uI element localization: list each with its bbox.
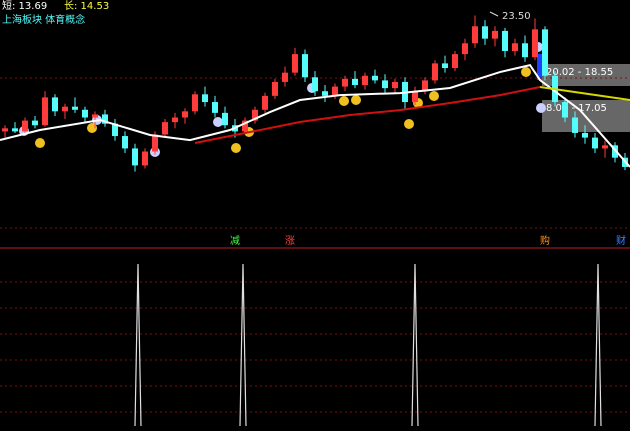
candle-body bbox=[392, 81, 398, 89]
candle-body bbox=[52, 97, 58, 112]
candle-body bbox=[562, 102, 568, 118]
candle-body bbox=[352, 78, 358, 86]
candle-body bbox=[382, 80, 388, 89]
candle-body bbox=[312, 77, 318, 92]
candle-body bbox=[572, 117, 578, 133]
candle-body bbox=[502, 30, 508, 52]
panel-grid bbox=[0, 77, 630, 413]
candle-body bbox=[22, 120, 28, 132]
candle-body bbox=[472, 26, 478, 44]
candle-body bbox=[442, 63, 448, 69]
candle-body bbox=[482, 26, 488, 39]
candle-body bbox=[72, 106, 78, 110]
candle-body bbox=[372, 75, 378, 81]
signal-spike bbox=[411, 263, 419, 427]
candle-body bbox=[192, 94, 198, 112]
moving-average bbox=[539, 86, 630, 102]
marker-bar bbox=[537, 54, 542, 80]
signal-label: 减 bbox=[230, 235, 240, 247]
moving-average bbox=[194, 86, 541, 144]
signal-label: 财 bbox=[616, 234, 626, 247]
candle-body bbox=[522, 43, 528, 58]
candle-body bbox=[112, 123, 118, 137]
long-label: 长: 14.53 bbox=[64, 0, 109, 12]
candle-body bbox=[422, 80, 428, 92]
candle-body bbox=[122, 136, 128, 149]
candle-body bbox=[12, 128, 18, 132]
candle-body bbox=[592, 137, 598, 149]
candle-body bbox=[332, 86, 338, 96]
sector-label: 上海板块 体育概念 bbox=[2, 13, 85, 26]
candle-body bbox=[432, 63, 438, 81]
candle-body bbox=[2, 128, 8, 132]
candle-body bbox=[582, 132, 588, 138]
signal-spike bbox=[134, 263, 142, 427]
range-label: 20.02 - 18.55 bbox=[546, 67, 613, 78]
candle-body bbox=[182, 111, 188, 118]
moving-average bbox=[0, 63, 630, 168]
range-box bbox=[542, 64, 630, 86]
candle-body bbox=[302, 54, 308, 78]
candle-body bbox=[242, 120, 248, 132]
candle-body bbox=[132, 148, 138, 166]
candle-body bbox=[222, 112, 228, 126]
candle-body bbox=[62, 106, 68, 112]
candle-body bbox=[92, 114, 98, 118]
short-label: 短: 13.69 bbox=[2, 0, 47, 12]
candle-body bbox=[202, 94, 208, 103]
candle-body bbox=[152, 134, 158, 152]
candle-body bbox=[32, 120, 38, 126]
candle-body bbox=[492, 30, 498, 39]
candle-body bbox=[162, 122, 168, 135]
candle-body bbox=[172, 117, 178, 123]
signal-spike bbox=[239, 263, 247, 427]
candle-body bbox=[322, 91, 328, 96]
candle-body bbox=[452, 54, 458, 69]
candle-body bbox=[252, 109, 258, 121]
candle-body bbox=[532, 29, 538, 58]
signal-label: 涨 bbox=[285, 235, 295, 247]
candle-body bbox=[82, 109, 88, 118]
candle-body bbox=[362, 75, 368, 86]
candle-body bbox=[102, 114, 108, 124]
candle-body bbox=[292, 54, 298, 73]
candle-body bbox=[412, 91, 418, 103]
candle-body bbox=[542, 29, 548, 76]
peak-label: 23.50 bbox=[502, 11, 531, 22]
candle-body bbox=[212, 102, 218, 113]
candle-body bbox=[342, 78, 348, 87]
signal-spike bbox=[594, 263, 602, 427]
candle-body bbox=[602, 145, 608, 149]
candle-body bbox=[512, 43, 518, 52]
candle-body bbox=[262, 95, 268, 110]
candle-body bbox=[42, 97, 48, 126]
candle-body bbox=[462, 43, 468, 55]
candle-body bbox=[282, 72, 288, 82]
signal-label: 购 bbox=[540, 234, 550, 247]
candle-body bbox=[272, 81, 278, 96]
peak-pointer bbox=[489, 11, 499, 17]
candle-body bbox=[142, 151, 148, 166]
candle-body bbox=[612, 145, 618, 158]
